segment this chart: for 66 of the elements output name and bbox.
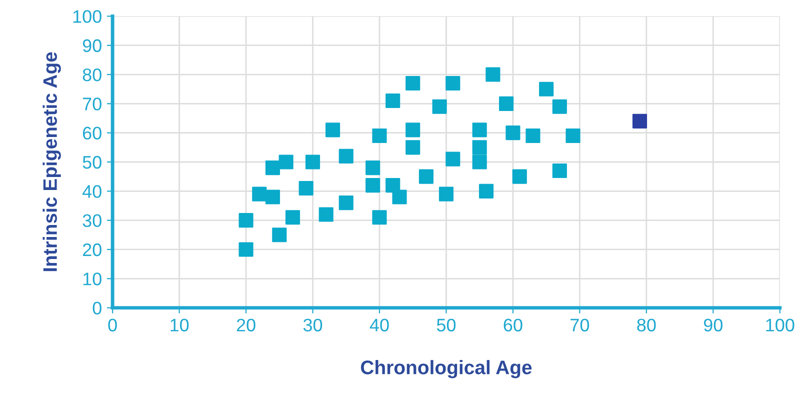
y-axis-title: Intrinsic Epigenetic Age bbox=[42, 52, 61, 272]
point bbox=[318, 207, 334, 222]
point bbox=[298, 180, 314, 196]
point bbox=[406, 122, 420, 138]
point bbox=[305, 154, 320, 170]
x-tick-label: 40 bbox=[370, 318, 389, 332]
y-tick-label: 70 bbox=[82, 98, 102, 110]
point bbox=[366, 160, 380, 176]
x-axis-title: Chronological Age bbox=[360, 360, 532, 378]
y-tick-label: 0 bbox=[92, 302, 102, 315]
point bbox=[539, 82, 554, 96]
point bbox=[446, 76, 460, 91]
y-tick-label: 30 bbox=[82, 214, 102, 228]
point bbox=[278, 154, 294, 170]
point bbox=[272, 228, 287, 242]
point bbox=[238, 213, 254, 228]
y-tick-label: 90 bbox=[82, 39, 102, 52]
x-tick-label: 10 bbox=[170, 318, 189, 332]
point bbox=[265, 190, 280, 204]
point bbox=[252, 186, 267, 202]
point bbox=[265, 160, 280, 176]
point bbox=[478, 184, 494, 198]
point bbox=[386, 93, 400, 108]
point bbox=[338, 148, 354, 164]
x-tick-label: 80 bbox=[637, 318, 656, 332]
y-tick-label: 20 bbox=[82, 243, 102, 256]
x-tick-label: 60 bbox=[504, 318, 522, 332]
point bbox=[372, 210, 387, 225]
point bbox=[506, 126, 520, 140]
x-tick-label: 20 bbox=[236, 318, 256, 332]
point bbox=[486, 67, 500, 82]
point bbox=[418, 169, 434, 184]
y-tick-label: 60 bbox=[82, 126, 102, 140]
x-tick-label: 50 bbox=[436, 318, 456, 332]
point bbox=[552, 99, 567, 114]
y-tick-label: 40 bbox=[82, 185, 102, 198]
point bbox=[406, 140, 420, 155]
x-tick-label: 0 bbox=[108, 318, 117, 332]
x-tick-label: 90 bbox=[704, 318, 722, 332]
point bbox=[526, 128, 540, 144]
point bbox=[472, 122, 487, 138]
point bbox=[325, 122, 340, 138]
point bbox=[446, 152, 460, 166]
y-tick-label: 100 bbox=[73, 10, 102, 23]
point bbox=[406, 76, 420, 91]
point bbox=[566, 128, 580, 144]
point bbox=[366, 178, 380, 193]
point bbox=[432, 99, 447, 114]
y-tick-label: 80 bbox=[82, 68, 102, 82]
point bbox=[472, 140, 487, 155]
y-tick-label: 10 bbox=[83, 272, 102, 286]
point bbox=[392, 190, 407, 204]
point bbox=[498, 96, 514, 111]
x-tick-label: 30 bbox=[303, 318, 322, 332]
x-tick-label: 100 bbox=[766, 318, 794, 332]
point bbox=[632, 114, 648, 128]
point bbox=[472, 154, 487, 170]
point bbox=[285, 210, 300, 225]
point bbox=[552, 163, 567, 178]
point bbox=[372, 128, 387, 144]
point bbox=[338, 196, 354, 210]
y-tick-label: 50 bbox=[82, 156, 102, 169]
point bbox=[238, 242, 254, 257]
point bbox=[438, 186, 454, 202]
x-tick-label: 70 bbox=[570, 318, 590, 332]
point bbox=[512, 169, 527, 184]
